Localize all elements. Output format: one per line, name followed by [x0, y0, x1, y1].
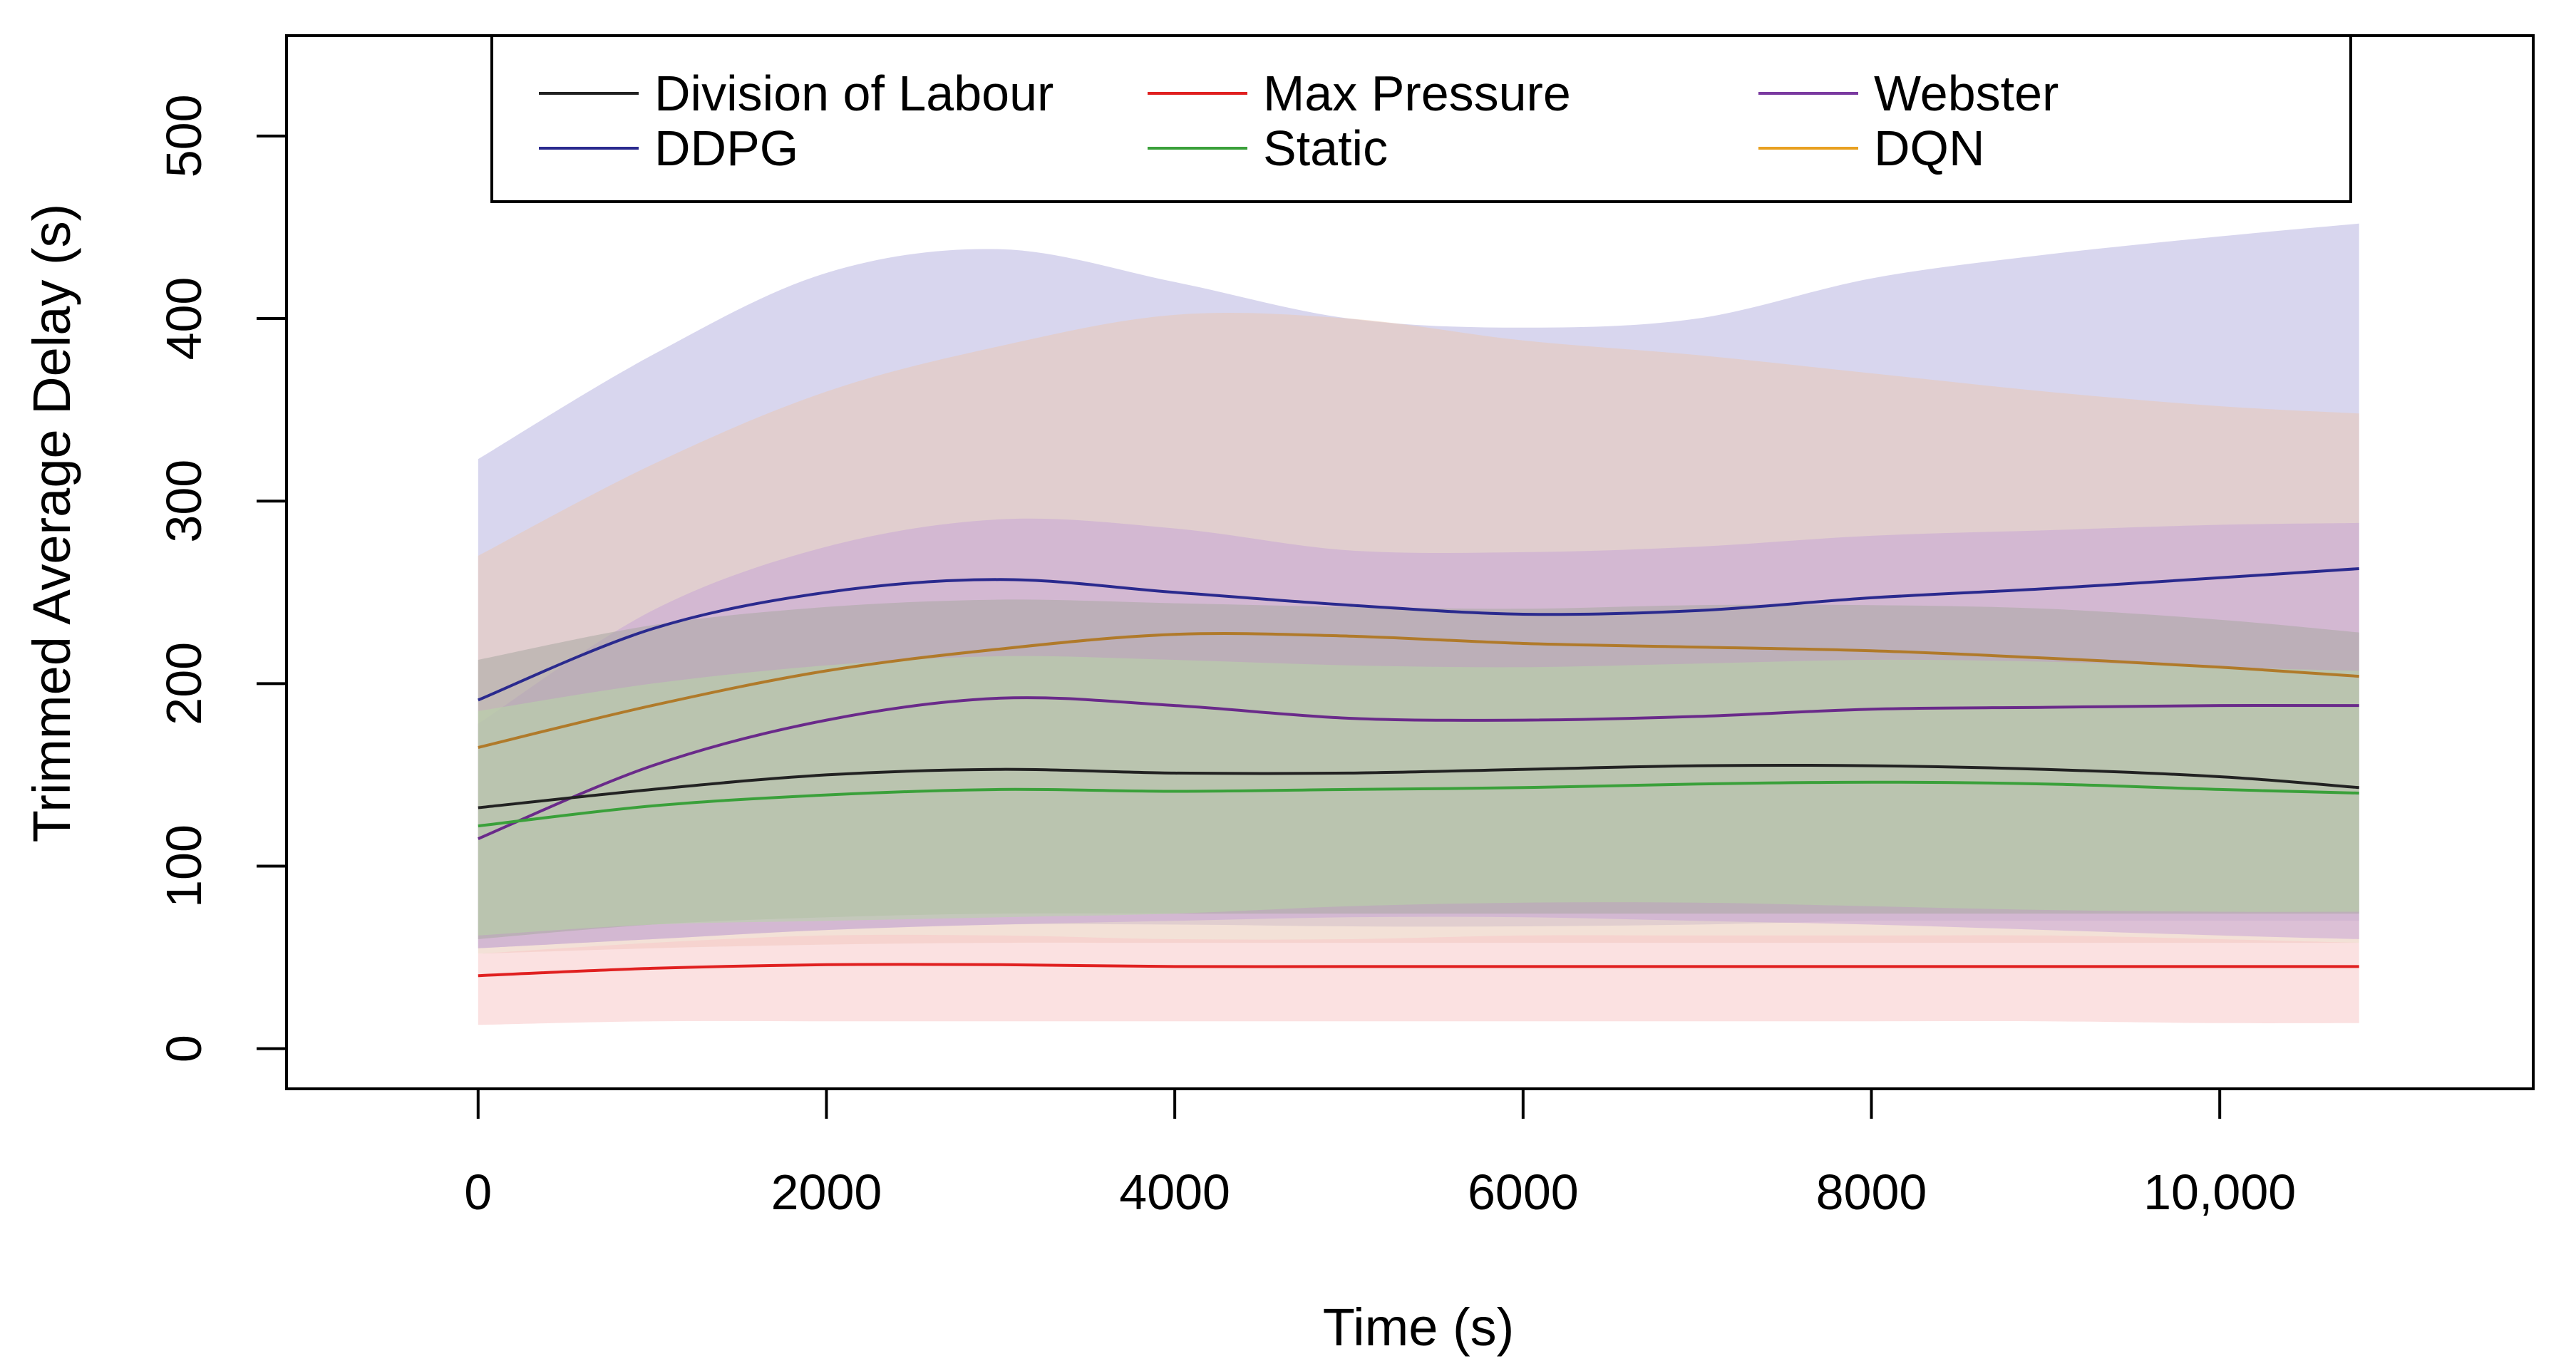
bands-layer	[478, 223, 2359, 1025]
y-tick-label: 300	[156, 460, 212, 543]
y-tick-label: 400	[156, 277, 212, 361]
line-max-pressure	[478, 963, 2359, 978]
legend-items: Division of Labour Max Pressure Webster DDP…	[539, 66, 2059, 176]
y-axis: 0 100 200 300 400 500	[156, 94, 288, 1062]
legend-box	[490, 34, 2352, 203]
y-tick-label: 0	[156, 1035, 212, 1062]
legend-label-static: Static	[1263, 120, 1388, 176]
y-tick-label: 500	[156, 94, 212, 177]
y-tick-label: 200	[156, 642, 212, 725]
x-tick-label: 6000	[1468, 1164, 1579, 1220]
x-tick-label: 10,000	[2143, 1164, 2296, 1220]
band-static	[478, 656, 2359, 936]
band-max-pressure	[478, 934, 2359, 1025]
y-axis-label: Trimmed Average Delay (s)	[22, 204, 81, 843]
legend-label-max-pressure: Max Pressure	[1263, 66, 1571, 121]
line-dqn	[478, 632, 2359, 749]
legend-label-dqn: DQN	[1874, 120, 1985, 176]
x-tick-label: 8000	[1816, 1164, 1927, 1220]
lines-layer	[478, 567, 2359, 978]
x-tick-label: 2000	[771, 1164, 882, 1220]
line-webster	[478, 696, 2359, 840]
x-tick-label: 0	[464, 1164, 492, 1220]
line-static	[478, 780, 2359, 828]
line-ddpg	[478, 567, 2359, 702]
legend-label-division-of-labour: Division of Labour	[654, 66, 1053, 121]
legend-label-ddpg: DDPG	[654, 120, 798, 176]
y-tick-label: 100	[156, 824, 212, 908]
x-tick-label: 4000	[1119, 1164, 1230, 1220]
line-division-of-labour	[478, 764, 2359, 809]
x-axis-label: Time (s)	[1323, 1298, 1515, 1357]
x-axis: 0 2000 4000 6000 8000 10,000	[464, 1087, 2296, 1220]
legend: Division of Labour Max Pressure Webster DDP…	[490, 34, 2352, 203]
legend-label-webster: Webster	[1874, 66, 2059, 121]
